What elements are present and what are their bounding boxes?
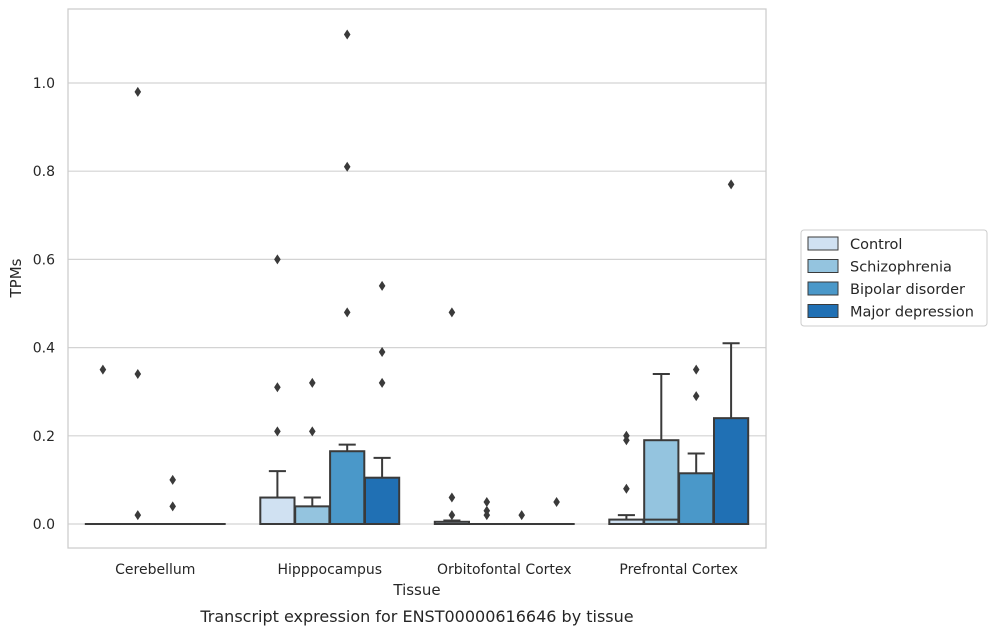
outlier-point (623, 430, 630, 441)
x-tick-label: Orbitofontal Cortex (437, 562, 572, 578)
legend: Control Schizophrenia Bipolar disorder Majo… (800, 229, 988, 327)
box-1-3 (643, 373, 680, 525)
box-1-1 (294, 496, 331, 525)
box-rect (678, 472, 715, 526)
box-rect (643, 439, 680, 525)
legend-label: Bipolar disorder (850, 282, 965, 298)
y-tick-labels: 0.0 0.2 0.4 0.6 0.8 1.0 (33, 76, 55, 533)
x-axis-label: Tissue (392, 581, 440, 599)
outlier-point (623, 483, 630, 494)
outlier-point (274, 382, 281, 393)
outlier-point (727, 179, 735, 190)
box-rect (712, 417, 750, 525)
y-tick-label: 0.6 (33, 252, 55, 268)
outlier-point (343, 29, 351, 40)
outlier-point (99, 364, 107, 375)
box-0-3 (608, 514, 645, 526)
plot-frame (67, 8, 767, 549)
outlier-point (169, 501, 176, 512)
outlier-point (483, 496, 491, 507)
box-rect (329, 450, 366, 525)
x-tick-labels: Cerebellum Hipppocampus Orbitofontal Corte… (115, 562, 738, 578)
outlier-point (309, 426, 316, 437)
box-3-3 (712, 342, 750, 525)
legend-swatch (807, 281, 839, 296)
outlier-point (134, 369, 142, 380)
box-rect (259, 496, 296, 526)
outlier-point (274, 426, 281, 437)
outlier-point (518, 510, 525, 521)
x-tick-label: Hipppocampus (277, 562, 382, 578)
legend-frame (800, 229, 988, 327)
box-3-1 (363, 456, 401, 526)
legend-swatch (807, 304, 839, 318)
outlier-point (448, 307, 456, 318)
outlier-point (378, 347, 386, 358)
box-2-1 (329, 443, 366, 525)
outlier-point (692, 391, 700, 402)
y-axis-label: TPMs (7, 258, 25, 298)
y-tick-label: 1.0 (33, 76, 55, 92)
y-tick-label: 0.2 (33, 429, 55, 445)
outlier-point (343, 307, 351, 318)
outlier-point (134, 510, 142, 521)
legend-swatch (807, 236, 839, 251)
outlier-point (169, 474, 176, 485)
legend-label: Schizophrenia (850, 260, 952, 276)
outlier-point (378, 280, 386, 291)
y-tick-label: 0.8 (33, 164, 55, 180)
outlier-point (134, 86, 142, 97)
y-tick-label: 0.4 (33, 341, 55, 357)
outlier-point (448, 492, 456, 503)
legend-label: Major depression (850, 305, 974, 321)
outlier-point (309, 377, 316, 388)
boxes (84, 342, 750, 526)
box-rect (294, 505, 331, 525)
outliers (99, 29, 735, 521)
outlier-point (692, 364, 700, 375)
outlier-point (553, 496, 560, 507)
box-0-1 (259, 470, 296, 526)
box-0-2 (433, 519, 471, 525)
chart-caption: Transcript expression for ENST0000061664… (199, 607, 633, 626)
legend-swatch (807, 259, 839, 273)
y-tick-label: 0.0 (33, 517, 55, 533)
outlier-point (483, 505, 491, 516)
box-rect (363, 476, 401, 526)
x-tick-label: Prefrontal Cortex (619, 562, 738, 578)
outlier-point (343, 161, 351, 172)
outlier-point (378, 377, 386, 388)
box-2-3 (678, 452, 715, 526)
x-tick-label: Cerebellum (115, 562, 195, 578)
outlier-point (448, 510, 456, 521)
legend-label: Control (850, 237, 902, 253)
legend-items: Control Schizophrenia Bipolar disorder Majo… (807, 236, 974, 321)
outlier-point (274, 254, 281, 265)
